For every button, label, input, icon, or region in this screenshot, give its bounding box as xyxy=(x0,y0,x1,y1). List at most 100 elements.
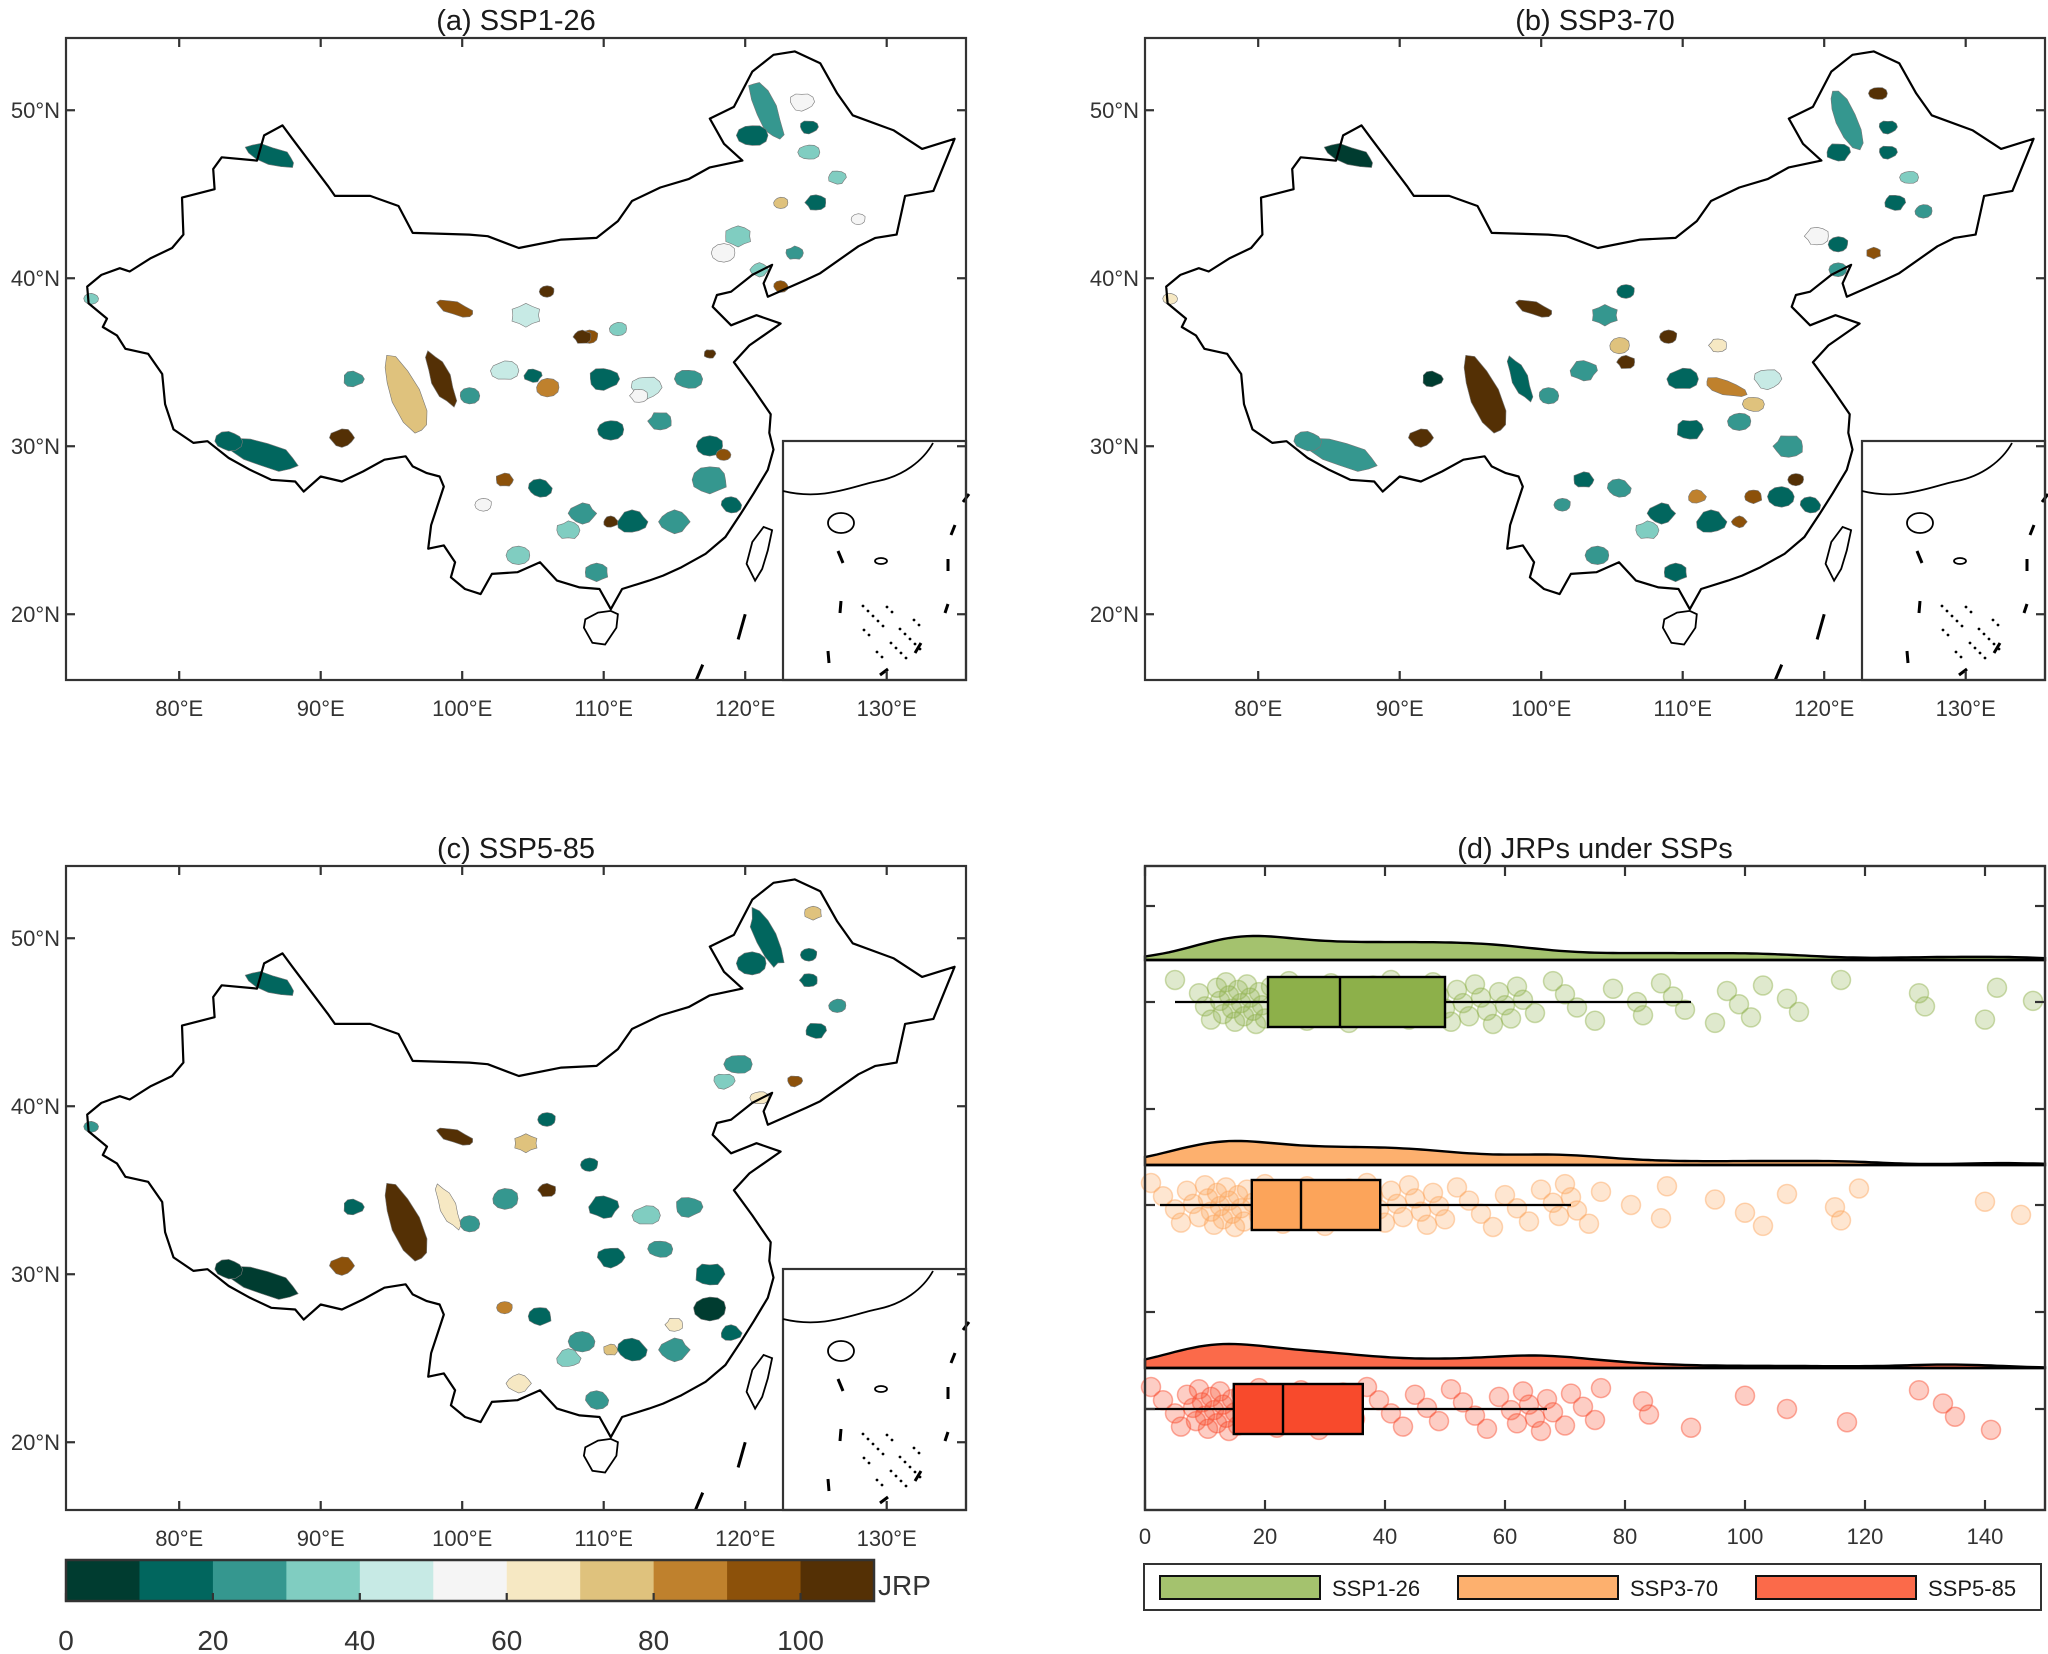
boundary-dash xyxy=(2022,603,2029,614)
catchment-region xyxy=(828,170,847,185)
data-point xyxy=(2010,1204,2032,1226)
catchment-region xyxy=(1408,428,1434,448)
china-boundary xyxy=(86,50,956,611)
catchment-region xyxy=(673,369,704,389)
data-point xyxy=(1221,998,1243,1019)
catchment-region xyxy=(799,947,818,962)
catchment-region xyxy=(505,545,531,565)
inset-island-dot xyxy=(912,618,916,622)
lat-tick-label: 40°N xyxy=(11,266,60,291)
inset-island-dot xyxy=(918,1475,922,1479)
data-point xyxy=(1560,1187,1582,1208)
catchment-region xyxy=(723,1055,753,1074)
map-panel-a: 80°E 90°E 100°E 110°E 120°E 130°E 50°N 40°N 30°N… xyxy=(11,36,971,749)
catchment-region xyxy=(572,329,592,344)
catchment-region xyxy=(691,466,727,495)
data-point xyxy=(1440,1378,1462,1400)
colorbar-segment xyxy=(212,1560,287,1601)
colorbar-segment xyxy=(580,1560,655,1601)
inset-island-dot xyxy=(871,1442,875,1446)
boundary-dash xyxy=(879,1495,889,1505)
inset-island-dot xyxy=(1978,651,1982,655)
data-point xyxy=(1656,1176,1678,1197)
data-point xyxy=(1476,1418,1498,1440)
map-panel-b: 80°E 90°E 100°E 110°E 120°E 130°E 50°N 40°N 30°N… xyxy=(1090,36,2048,721)
inset-content xyxy=(1861,442,2048,677)
data-point xyxy=(1422,1182,1444,1204)
inset-island-dot xyxy=(1964,605,1968,609)
lon-tick-label: 90°E xyxy=(1376,696,1424,721)
data-point xyxy=(1632,1391,1654,1412)
catchment-region xyxy=(749,906,785,968)
catchment-region xyxy=(459,1215,481,1233)
boundary-dash xyxy=(879,667,889,677)
catchment-region xyxy=(748,82,785,140)
boundary-dash xyxy=(582,727,588,749)
catchment-region xyxy=(1866,246,1881,260)
data-point xyxy=(1704,1189,1726,1210)
catchment-region xyxy=(664,1318,683,1332)
data-point xyxy=(1728,993,1750,1015)
catchment-region xyxy=(536,377,560,398)
x-tick-label: 140 xyxy=(1967,1524,2004,1549)
boundary-dash xyxy=(608,1627,611,1644)
legend-label-ssp1-26: SSP1-26 xyxy=(1332,1576,1420,1601)
data-point xyxy=(1542,1192,1564,1214)
map-frame xyxy=(1143,36,2047,682)
inset-island xyxy=(874,557,888,565)
boundary-dash xyxy=(949,524,957,536)
inset-island-dot xyxy=(1997,647,2001,651)
chart-legend: SSP1-26 SSP3-70 SSP5-85 xyxy=(1143,1563,2042,1611)
catchment-region xyxy=(1914,204,1933,219)
colorbar-segment xyxy=(433,1560,508,1601)
catchment-region xyxy=(537,1112,556,1127)
catchment-region xyxy=(1553,497,1571,512)
catchment-region xyxy=(693,1296,727,1322)
boundary-dash xyxy=(1905,650,1910,664)
catchment-region xyxy=(556,520,581,539)
data-point xyxy=(1974,1191,1996,1212)
boundary-dash xyxy=(826,1478,831,1492)
data-point xyxy=(1788,1001,1810,1023)
panel-title-d: (d) JRPs under SSPs xyxy=(1457,833,1733,865)
inset-island-dot xyxy=(1940,604,1944,608)
inset-island-dot xyxy=(898,627,902,631)
catchment-region xyxy=(567,502,598,525)
lon-tick-label: 80°E xyxy=(155,1526,203,1551)
data-point xyxy=(1185,1410,1207,1432)
boundary-dash xyxy=(836,1378,845,1392)
data-point xyxy=(1506,976,1528,997)
panel-title-a: (a) SSP1-26 xyxy=(436,5,596,37)
china-boundary xyxy=(1165,50,2035,611)
china-boundary xyxy=(86,878,956,1439)
catchment-region xyxy=(804,194,827,211)
hainan-island xyxy=(1661,609,1698,646)
catchment-region xyxy=(1727,412,1752,431)
hainan-island xyxy=(582,1437,619,1474)
inset-island-dot xyxy=(866,1437,870,1441)
data-point xyxy=(1590,1181,1612,1203)
lon-tick-label: 110°E xyxy=(574,696,633,721)
catchment-region xyxy=(1463,354,1507,434)
catchment-region xyxy=(1879,145,1898,160)
data-point xyxy=(1914,996,1936,1017)
data-point xyxy=(1908,1380,1930,1401)
data-point xyxy=(1416,1214,1438,1236)
catchment-region xyxy=(588,1195,620,1219)
lon-tick-label: 90°E xyxy=(297,696,345,721)
data-point xyxy=(1194,1405,1216,1426)
data-point xyxy=(1554,984,1576,1005)
catchment-region xyxy=(603,1343,619,1356)
data-point xyxy=(1452,1392,1474,1413)
data-point xyxy=(1212,1003,1234,1025)
colorbar-segment xyxy=(800,1560,875,1601)
catchment-region xyxy=(1741,397,1765,412)
catchment-region xyxy=(244,143,294,168)
catchment-region xyxy=(1830,90,1864,151)
catchment-region xyxy=(658,509,691,535)
data-point xyxy=(1224,1011,1246,1033)
catchment-region xyxy=(647,1240,674,1258)
catchment-region xyxy=(1616,354,1635,369)
panel-title-b: (b) SSP3-70 xyxy=(1515,5,1675,37)
